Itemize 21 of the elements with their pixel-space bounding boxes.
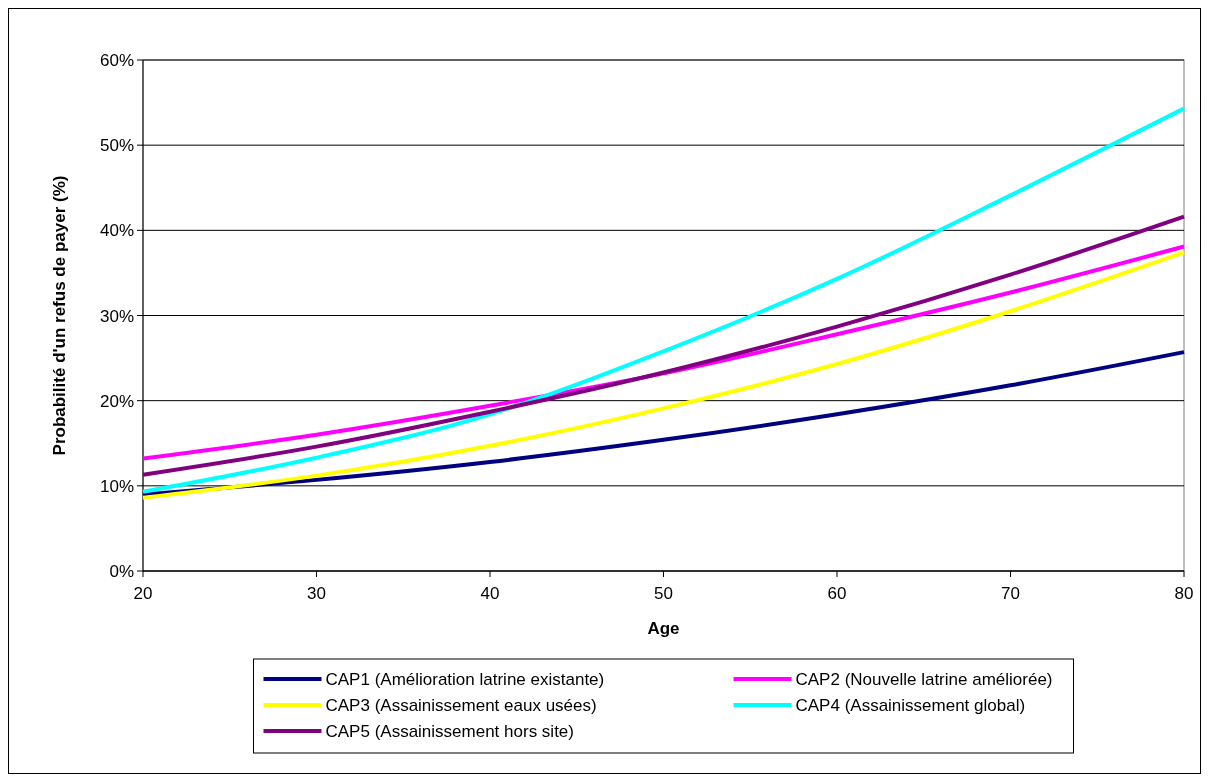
- y-tick-label: 0%: [109, 562, 134, 581]
- legend-label: CAP4 (Assainissement global): [795, 696, 1026, 715]
- y-tick-label: 60%: [99, 51, 134, 70]
- x-tick-label: 80: [1174, 584, 1194, 603]
- y-tick-label: 30%: [99, 306, 134, 326]
- legend-label: CAP1 (Amélioration latrine existante): [325, 670, 605, 689]
- x-tick-label: 70: [1001, 584, 1020, 603]
- x-tick-label: 50: [654, 584, 673, 603]
- y-tick-label: 50%: [99, 136, 134, 156]
- y-axis-title: Probabilité d'un refus de payer (%): [50, 175, 69, 456]
- y-tick-label: 10%: [99, 476, 134, 496]
- y-tick-label: 40%: [99, 221, 134, 241]
- x-axis-title: Age: [647, 619, 680, 638]
- x-tick-label: 60: [827, 584, 847, 603]
- x-tick-label: 20: [133, 584, 153, 603]
- x-tick-label: 30: [307, 584, 326, 603]
- x-tick-label: 40: [480, 584, 500, 603]
- legend-label: CAP5 (Assainissement hors site): [325, 722, 574, 741]
- legend-label: CAP3 (Assainissement eaux usées): [325, 696, 597, 715]
- y-tick-label: 20%: [99, 391, 134, 411]
- legend-label: CAP2 (Nouvelle latrine améliorée): [795, 670, 1053, 689]
